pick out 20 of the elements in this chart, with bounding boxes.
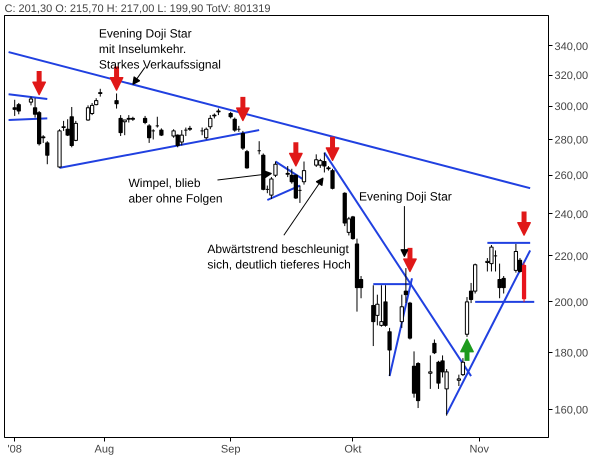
y-tick-label: 160,00 bbox=[554, 404, 588, 417]
y-tick-label: 260,00 bbox=[554, 170, 588, 182]
x-tick-label: Aug bbox=[94, 444, 114, 456]
y-tick-label: 320,00 bbox=[554, 70, 588, 82]
y-tick-label: 340,00 bbox=[554, 40, 588, 53]
annotation: Evening Doji Star mit Inselumkehr. Starkes Verkaufssignal bbox=[98, 26, 221, 72]
chart-title: C: 201,30 O: 215,70 H: 217,00 L: 199,90 TotV: 801319 bbox=[4, 3, 271, 15]
x-tick-label: Sep bbox=[220, 444, 240, 456]
x-tick-label: Okt bbox=[344, 444, 362, 456]
x-tick-label: '08 bbox=[8, 444, 22, 456]
y-tick-label: 280,00 bbox=[554, 134, 588, 146]
annotation: Evening Doji Star bbox=[359, 190, 452, 204]
y-tick-label: 240,00 bbox=[554, 208, 588, 221]
annotation: Wimpel, blieb aber ohne Folgen bbox=[128, 176, 223, 206]
annotation: Abwärtstrend beschleunigt sich, deutlich tieferes Hoch bbox=[207, 242, 351, 272]
x-tick-label: Nov bbox=[469, 444, 490, 456]
y-tick-label: 220,00 bbox=[554, 250, 588, 263]
y-tick-label: 300,00 bbox=[554, 101, 588, 114]
y-tick-label: 200,00 bbox=[554, 296, 588, 309]
y-tick-label: 180,00 bbox=[554, 348, 588, 360]
